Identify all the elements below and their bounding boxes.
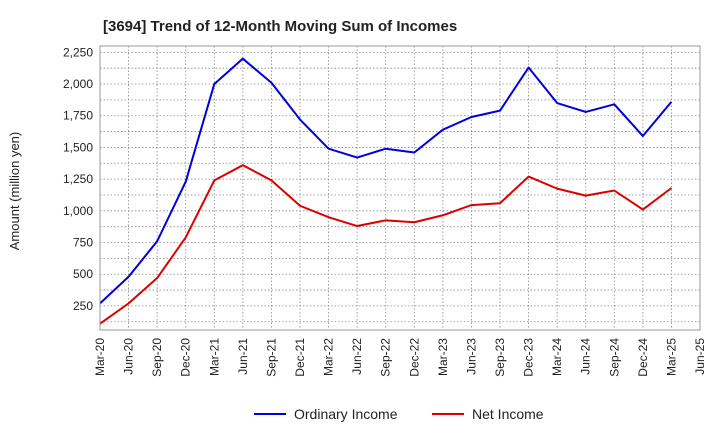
y-axis-label: Amount (million yen) [7, 132, 22, 251]
series-line-net-income [99, 164, 673, 325]
x-tick-label: Dec-21 [293, 338, 307, 377]
y-tick-label: 1,500 [63, 140, 93, 154]
x-tick-label: Jun-25 [693, 338, 707, 375]
legend-label: Ordinary Income [294, 406, 398, 422]
series-layer [99, 57, 673, 325]
chart-title: [3694] Trend of 12-Month Moving Sum of I… [103, 18, 457, 35]
x-tick-label: Dec-23 [522, 338, 536, 377]
x-tick-label: Jun-20 [122, 338, 136, 375]
legend-ordinary-income: Ordinary Income [254, 406, 398, 422]
y-tick-label: 2,000 [63, 77, 93, 91]
grid-lines [99, 46, 701, 330]
y-tick-label: 750 [73, 236, 93, 250]
plot-area-frame [99, 45, 701, 331]
x-tick-label: Dec-24 [636, 338, 650, 377]
y-tick-label: 1,250 [63, 172, 93, 186]
y-tick-label: 500 [73, 267, 93, 281]
x-tick-label: Sep-21 [264, 338, 278, 377]
x-tick-label: Dec-22 [407, 338, 421, 377]
x-tick-label: Sep-22 [379, 338, 393, 377]
x-tick-label: Sep-23 [493, 338, 507, 377]
x-tick-label: Jun-23 [464, 338, 478, 375]
x-tick-label: Mar-21 [207, 338, 221, 376]
x-tick-label: Sep-20 [150, 338, 164, 377]
y-tick-label: 1,000 [63, 204, 93, 218]
x-tick-label: Dec-20 [179, 338, 193, 377]
x-tick-label: Sep-24 [607, 338, 621, 377]
x-tick-label: Jun-22 [350, 338, 364, 375]
x-tick-labels: Mar-20 Jun-20 Sep-20 Dec-20 Mar-21 Jun-21 Sep-… [93, 338, 707, 377]
legend-label: Net Income [472, 406, 544, 422]
x-tick-label: Jun-24 [579, 338, 593, 375]
x-tick-label: Mar-22 [322, 338, 336, 376]
legend-net-income: Net Income [432, 406, 544, 422]
legend: Ordinary Income Net Income [254, 406, 544, 422]
x-tick-label: Mar-24 [550, 338, 564, 376]
x-tick-label: Mar-23 [436, 338, 450, 376]
y-tick-label: 2,250 [63, 45, 93, 59]
y-tick-label: 250 [73, 299, 93, 313]
x-tick-label: Jun-21 [236, 338, 250, 375]
y-tick-label: 1,750 [63, 109, 93, 123]
x-tick-label: Mar-20 [93, 338, 107, 376]
y-tick-labels: 250 500 750 1,000 1,250 1,500 1,750 2,000 2,250 [63, 45, 93, 313]
x-tick-label: Mar-25 [664, 338, 678, 376]
